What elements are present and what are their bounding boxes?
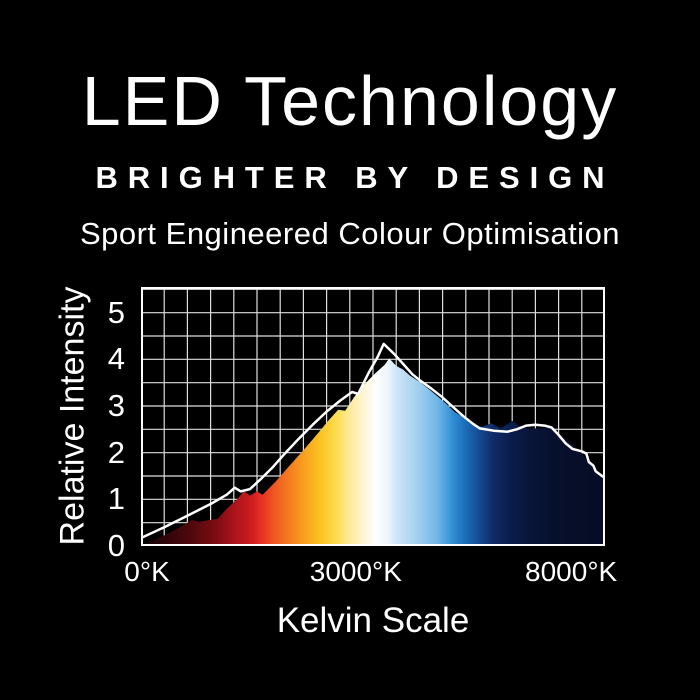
- x-axis-tick-label: 3000°K: [309, 556, 402, 587]
- relative-intensity-line: [141, 342, 604, 539]
- y-axis-tick-label: 3: [107, 388, 125, 423]
- plot-border: [141, 287, 605, 546]
- x-axis-title: Kelvin Scale: [276, 601, 470, 640]
- y-axis-tick-label: 5: [107, 294, 125, 330]
- y-axis-tick-label: 2: [107, 434, 125, 470]
- y-axis-tick-label: 4: [107, 341, 125, 377]
- y-axis-tick-label: 0: [107, 528, 125, 563]
- x-axis-tick-label: 0°K: [124, 556, 170, 587]
- colour-spectrum-area: [141, 358, 605, 546]
- subtitle: Sport Engineered Colour Optimisation: [79, 216, 621, 251]
- x-axis-tick-label: 8000°K: [525, 556, 618, 587]
- product-title: LED Technology: [81, 62, 619, 140]
- y-axis-tick-label: 1: [107, 481, 125, 517]
- kelvin-spectrum-chart: [141, 287, 605, 546]
- tagline: BRIGHTER BY DESIGN: [95, 160, 615, 195]
